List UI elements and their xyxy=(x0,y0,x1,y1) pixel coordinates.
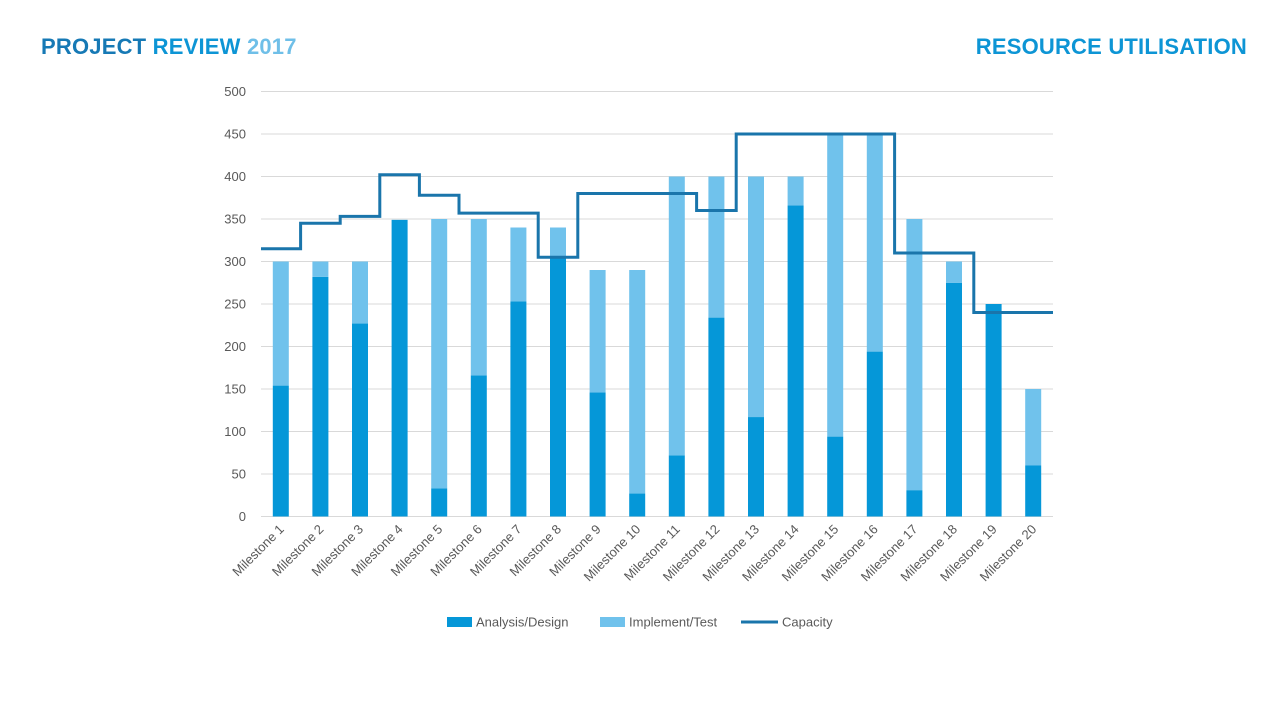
bar-implement-test-13 xyxy=(748,176,764,418)
bar-analysis-design-10 xyxy=(629,493,646,517)
capacity-line xyxy=(261,132,1053,314)
bar-implement-test-14 xyxy=(787,176,804,206)
bar-analysis-design-19 xyxy=(985,304,1002,517)
bar-implement-test-15 xyxy=(827,134,844,437)
bar-implement-test-16 xyxy=(866,134,883,352)
legend-label-implement-test: Implement/Test xyxy=(629,615,718,630)
capacity-line-layer xyxy=(261,132,1053,314)
y-tick-label-300: 300 xyxy=(224,254,246,269)
bar-implement-test-6 xyxy=(470,219,487,376)
legend: Analysis/Design Implement/Test Capacity xyxy=(447,615,833,630)
y-tick-label-250: 250 xyxy=(224,297,246,312)
bar-implement-test-11 xyxy=(668,176,685,456)
y-tick-label-100: 100 xyxy=(224,424,246,439)
y-tick-label-50: 50 xyxy=(232,467,246,482)
legend-swatch-implement-test xyxy=(600,617,625,627)
y-axis-ticks: 0 50 100 150 200 250 300 350 400 450 500 xyxy=(224,84,246,524)
bar-implement-test-8 xyxy=(550,227,566,258)
bar-analysis-design-15 xyxy=(827,436,844,517)
title-word-project: PROJECT xyxy=(41,34,147,59)
y-tick-label-200: 200 xyxy=(224,339,246,354)
legend-label-analysis-design: Analysis/Design xyxy=(476,615,569,630)
bar-analysis-design-13 xyxy=(748,417,764,517)
bar-implement-test-12 xyxy=(708,176,725,318)
bar-analysis-design-14 xyxy=(787,205,804,517)
bar-analysis-design-8 xyxy=(550,257,566,517)
legend-swatch-analysis-design xyxy=(447,617,472,627)
slide-title: PROJECT REVIEW 2017 xyxy=(41,34,297,60)
bar-analysis-design-6 xyxy=(470,375,487,517)
y-tick-label-450: 450 xyxy=(224,127,246,142)
y-tick-label-150: 150 xyxy=(224,382,246,397)
bar-analysis-design-3 xyxy=(352,323,368,517)
bar-analysis-design-9 xyxy=(589,392,606,517)
bar-implement-test-3 xyxy=(352,261,368,324)
bar-analysis-design-4 xyxy=(391,219,408,517)
bar-analysis-design-2 xyxy=(312,276,329,517)
y-tick-label-500: 500 xyxy=(224,84,246,99)
y-tick-label-350: 350 xyxy=(224,212,246,227)
bar-analysis-design-12 xyxy=(708,317,725,517)
bar-analysis-design-7 xyxy=(510,301,527,517)
bar-implement-test-5 xyxy=(431,219,448,489)
section-title: RESOURCE UTILISATION xyxy=(975,34,1247,59)
bar-analysis-design-1 xyxy=(272,385,289,517)
bar-implement-test-10 xyxy=(629,270,646,494)
bar-analysis-design-5 xyxy=(431,488,448,517)
bar-implement-test-2 xyxy=(312,261,329,277)
bars xyxy=(272,134,1042,517)
bar-analysis-design-16 xyxy=(866,351,883,517)
gridlines xyxy=(261,91,1053,517)
bar-implement-test-9 xyxy=(589,270,606,393)
bar-analysis-design-17 xyxy=(906,490,923,517)
title-word-review: REVIEW xyxy=(152,34,241,59)
bar-implement-test-1 xyxy=(272,261,289,386)
bar-analysis-design-20 xyxy=(1025,465,1042,517)
legend-label-capacity: Capacity xyxy=(782,615,833,630)
bar-implement-test-18 xyxy=(946,261,962,283)
bar-implement-test-7 xyxy=(510,227,527,302)
y-tick-label-400: 400 xyxy=(224,169,246,184)
bar-analysis-design-11 xyxy=(668,455,685,517)
bar-implement-test-20 xyxy=(1025,389,1042,466)
bar-implement-test-17 xyxy=(906,219,923,491)
bar-analysis-design-18 xyxy=(946,282,962,517)
y-tick-label-0: 0 xyxy=(239,509,246,524)
title-year: 2017 xyxy=(246,34,297,59)
